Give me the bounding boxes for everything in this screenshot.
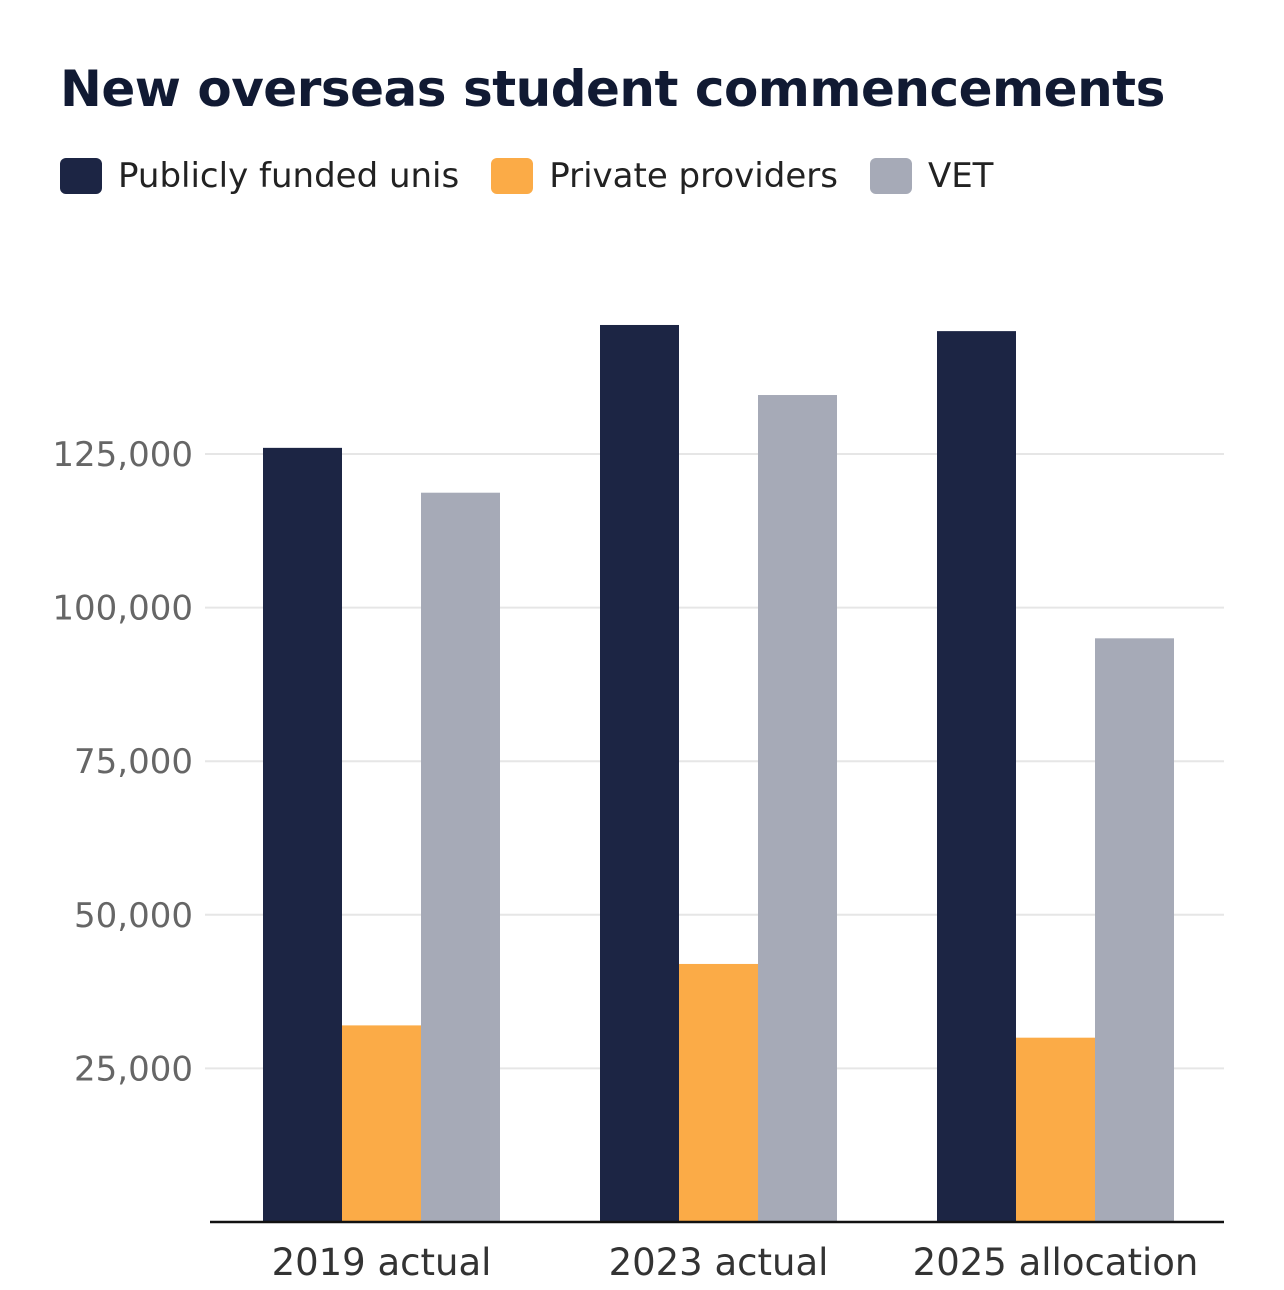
bar-vet (421, 492, 500, 1222)
legend-item-publicly-funded-unis: Publicly funded unis (60, 156, 459, 196)
bar-publicly-funded-unis (600, 324, 679, 1222)
chart-title: New overseas student commencements (60, 60, 1165, 118)
bar-vet (1095, 638, 1174, 1222)
legend-label: VET (927, 156, 994, 196)
bar-publicly-funded-unis (937, 331, 1016, 1222)
legend-item-vet: VET (869, 156, 994, 196)
legend-swatch (60, 158, 102, 194)
bar-vet (758, 395, 837, 1223)
legend-swatch (491, 158, 534, 194)
bar-private-providers (342, 1025, 421, 1222)
legend-item-private-providers: Private providers (491, 156, 838, 196)
x-tick-label: 2023 actual (609, 1241, 829, 1284)
y-tick-label: 75,000 (74, 742, 193, 782)
bar-private-providers (679, 963, 758, 1222)
legend: Publicly funded unis Private providers V… (60, 156, 1025, 196)
bar-publicly-funded-unis (263, 447, 342, 1223)
legend-label: Private providers (549, 156, 838, 196)
bar-private-providers (1016, 1037, 1095, 1222)
y-tick-label: 100,000 (52, 589, 193, 629)
y-tick-label: 25,000 (74, 1049, 193, 1089)
y-tick-label: 50,000 (74, 896, 193, 936)
x-tick-label: 2025 allocation (913, 1241, 1199, 1284)
legend-swatch (869, 158, 912, 194)
legend-label: Publicly funded unis (118, 156, 460, 196)
x-tick-label: 2019 actual (272, 1241, 492, 1284)
y-tick-label: 125,000 (52, 435, 193, 475)
